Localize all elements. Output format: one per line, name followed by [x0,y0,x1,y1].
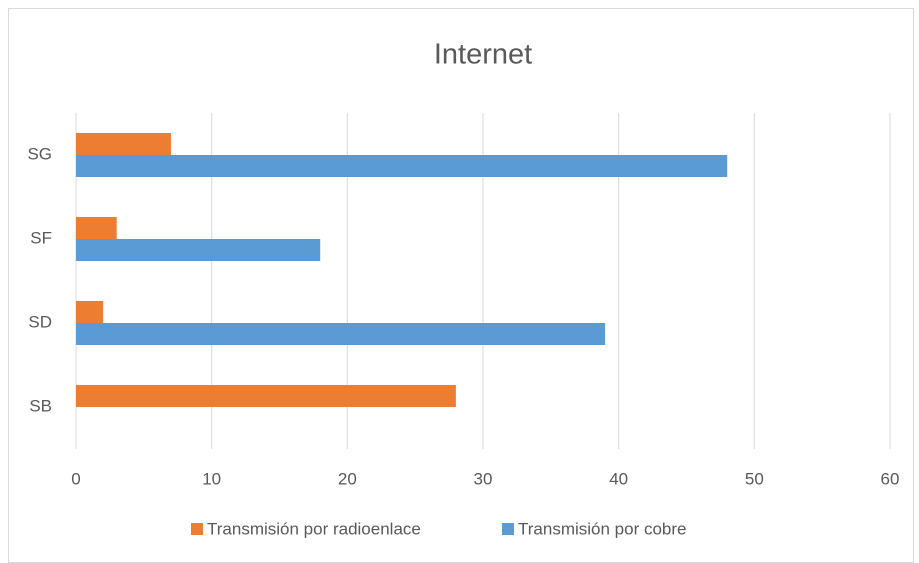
x-tick-label: 60 [881,469,900,488]
x-tick-label: 10 [202,469,221,488]
legend-swatch [191,523,203,535]
y-tick-label: SB [29,396,52,415]
chart-border [8,8,914,563]
bar [76,217,117,239]
legend-label: Transmisión por radioenlace [207,519,421,538]
x-tick-label: 20 [338,469,357,488]
chart-title: Internet [434,39,532,71]
x-tick-label: 50 [745,469,764,488]
bar [76,155,728,177]
bar [76,323,606,345]
legend-swatch [502,523,514,535]
bar [76,133,171,155]
bar [76,239,321,261]
y-tick-label: SD [28,312,52,331]
x-tick-label: 0 [71,469,80,488]
x-tick-label: 30 [474,469,493,488]
y-tick-label: SG [27,144,52,163]
bar [76,301,104,323]
y-tick-label: SF [30,228,52,247]
x-tick-label: 40 [609,469,628,488]
bar [76,385,456,407]
legend-label: Transmisión por cobre [518,519,687,538]
